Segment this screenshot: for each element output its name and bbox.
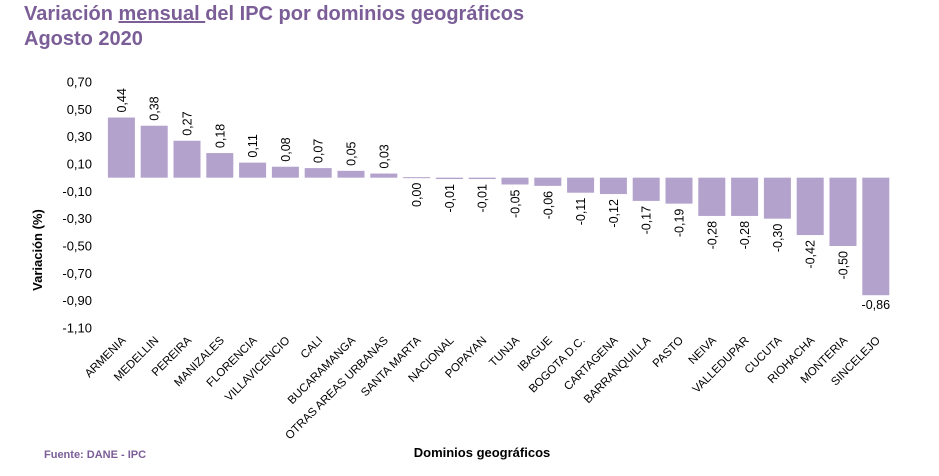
- bar: [370, 173, 398, 178]
- data-label: -0,05: [509, 189, 523, 218]
- category-label: PASTO: [651, 335, 686, 370]
- bar: [468, 177, 496, 180]
- source-note: Fuente: DANE - IPC: [44, 449, 147, 461]
- y-tick-label: -0,90: [62, 293, 92, 308]
- y-tick-label: 0,30: [67, 129, 92, 144]
- category-label: VALLEDUPAR: [691, 335, 752, 396]
- bar: [403, 177, 431, 179]
- category-label: SANTA MARTA: [359, 334, 424, 399]
- y-tick-label: 0,10: [67, 157, 92, 172]
- data-labels: 0,44 0,38 0,27 0,18 0,11 0,08 0,07 0,05 0,03 0,00…: [115, 88, 890, 312]
- data-label: -0,17: [640, 206, 654, 235]
- bar: [206, 153, 234, 178]
- bar: [796, 177, 824, 236]
- bar: [829, 177, 857, 246]
- title-underlined-word: mensual: [118, 3, 206, 25]
- bar: [632, 177, 660, 201]
- category-label: NEIVA: [687, 334, 720, 367]
- data-label: 0,05: [345, 141, 359, 165]
- bar: [107, 117, 135, 178]
- bar: [140, 125, 168, 178]
- data-label: -0,28: [738, 221, 752, 250]
- bar: [501, 177, 529, 185]
- data-label: 0,08: [279, 137, 293, 161]
- bar: [862, 177, 890, 296]
- data-label: -0,50: [837, 251, 851, 280]
- title-part-1: Variación: [24, 3, 119, 25]
- title-part-2: del IPC por dominios geográficos: [205, 3, 525, 25]
- y-tick-label: -0,70: [62, 266, 92, 281]
- data-label: -0,12: [607, 199, 621, 228]
- data-label: 0,00: [410, 183, 424, 207]
- data-label: -0,11: [574, 198, 588, 226]
- data-label: 0,44: [115, 88, 129, 112]
- category-label: VILLAVICENCIO: [223, 335, 292, 404]
- y-tick-label: -0,50: [62, 239, 92, 254]
- bar: [731, 177, 759, 216]
- data-label: 0,11: [246, 134, 260, 157]
- data-label: 0,07: [312, 139, 326, 163]
- category-label: CALI: [299, 335, 326, 362]
- bar: [567, 177, 595, 193]
- data-label: -0,30: [771, 224, 785, 253]
- x-axis-title: Dominios geográficos: [414, 445, 551, 460]
- data-label: 0,03: [377, 144, 391, 168]
- bar: [534, 177, 562, 186]
- y-tick-label: -0,30: [62, 211, 92, 226]
- data-label: -0,28: [705, 221, 719, 250]
- data-label: 0,27: [181, 111, 195, 135]
- y-tick-label: 0,70: [67, 75, 92, 90]
- bar: [271, 166, 299, 178]
- data-label: 0,38: [148, 96, 162, 120]
- data-label: -0,01: [443, 184, 457, 213]
- bar: [763, 177, 791, 219]
- bar: [337, 170, 365, 178]
- bar: [698, 177, 726, 216]
- y-axis-ticks: 0,70 0,50 0,30 0,10 -0,10 -0,30 -0,50 -0,70 -0,9…: [62, 75, 92, 336]
- bar: [599, 177, 627, 195]
- data-label: -0,01: [476, 184, 490, 213]
- data-label: 0,18: [213, 124, 227, 148]
- bar: [665, 177, 693, 204]
- chart-title: Variación mensual del IPC por dominios g…: [24, 2, 524, 26]
- y-tick-label: 0,50: [67, 102, 92, 117]
- bars: [107, 117, 890, 296]
- y-axis-title: Variación (%): [30, 209, 45, 291]
- chart-subtitle: Agosto 2020: [24, 28, 143, 50]
- data-label: -0,06: [541, 191, 555, 220]
- category-labels: ARMENIAMEDELLINPEREIRAMANIZALESFLORENCIA…: [83, 334, 883, 442]
- bar: [239, 162, 267, 178]
- bar: [435, 177, 463, 180]
- y-tick-label: -1,10: [62, 321, 92, 336]
- data-label: -0,42: [804, 240, 818, 269]
- data-label: -0,19: [673, 209, 687, 238]
- y-tick-label: -0,10: [62, 184, 92, 199]
- data-label: -0,86: [862, 298, 891, 312]
- bar: [304, 168, 332, 178]
- bar: [173, 140, 201, 178]
